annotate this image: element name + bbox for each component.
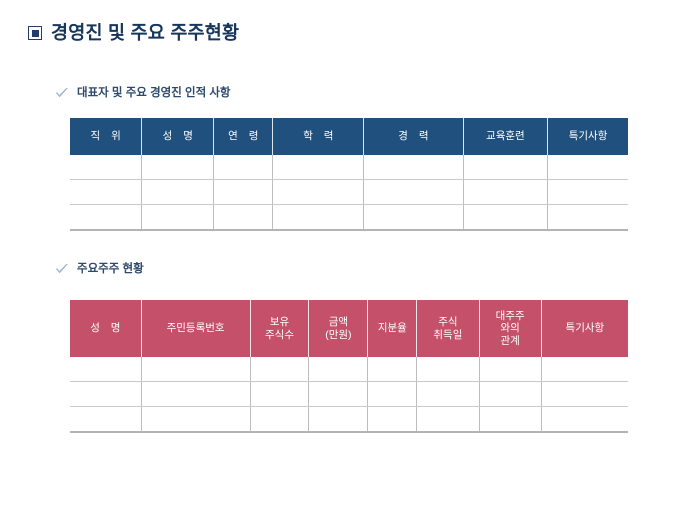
square-bullet-icon [28, 26, 42, 41]
check-icon [55, 263, 68, 274]
table-cell[interactable] [70, 179, 142, 205]
table-cell[interactable] [478, 406, 542, 433]
table-cell[interactable] [547, 179, 628, 205]
table-cell[interactable] [140, 406, 251, 433]
executives-table-wrap: 직 위 성 명 연 령 학 력 경 력 교육훈련 특기사항 [70, 118, 628, 231]
table-cell[interactable] [141, 155, 214, 180]
table-cell[interactable] [249, 357, 309, 382]
section-heading-executives: 대표자 및 주요 경영진 인적 사항 [54, 86, 231, 101]
table-cell[interactable] [367, 406, 417, 433]
table-cell[interactable] [70, 406, 142, 433]
shareholders-table-wrap: 성 명 주민등록번호 보유 주식수 금액 (만원) 지분율 주식 취득일 대주주 [70, 300, 628, 433]
page-title-text: 경영진 및 주요 주주현황 [51, 22, 240, 43]
table-cell[interactable] [363, 204, 464, 231]
executives-table: 직 위 성 명 연 령 학 력 경 력 교육훈련 특기사항 [70, 118, 628, 231]
table-cell[interactable] [416, 381, 479, 407]
table-cell[interactable] [540, 406, 628, 433]
column-header: 주민등록번호 [140, 300, 251, 357]
table-cell[interactable] [462, 204, 548, 231]
column-header: 대주주 와의 관계 [478, 300, 542, 357]
table-cell[interactable] [367, 381, 417, 407]
column-header: 특기사항 [547, 118, 628, 155]
table-cell[interactable] [462, 155, 548, 180]
table-cell[interactable] [308, 357, 368, 382]
table-cell[interactable] [213, 204, 273, 231]
table-cell[interactable] [70, 155, 142, 180]
table-cell[interactable] [70, 381, 142, 407]
table-cell[interactable] [140, 357, 251, 382]
table-cell[interactable] [478, 357, 542, 382]
table-cell[interactable] [249, 406, 309, 433]
column-header: 주식 취득일 [416, 300, 479, 357]
column-header: 직 위 [70, 118, 142, 155]
table-cell[interactable] [141, 204, 214, 231]
table-row[interactable] [70, 155, 628, 180]
column-header: 특기사항 [540, 300, 628, 357]
table-cell[interactable] [416, 406, 479, 433]
table-cell[interactable] [140, 381, 251, 407]
check-icon [55, 87, 68, 98]
table-cell[interactable] [70, 204, 142, 231]
table-cell[interactable] [272, 204, 364, 231]
table-header-row: 직 위 성 명 연 령 학 력 경 력 교육훈련 특기사항 [70, 118, 628, 155]
column-header: 금액 (만원) [308, 300, 368, 357]
section-label-executives: 대표자 및 주요 경영진 인적 사항 [77, 86, 231, 99]
table-cell[interactable] [363, 155, 464, 180]
column-header: 연 령 [213, 118, 273, 155]
table-cell[interactable] [540, 357, 628, 382]
table-header-row: 성 명 주민등록번호 보유 주식수 금액 (만원) 지분율 주식 취득일 대주주 [70, 300, 628, 357]
table-cell[interactable] [272, 179, 364, 205]
table-cell[interactable] [547, 204, 628, 231]
column-header: 교육훈련 [462, 118, 548, 155]
table-cell[interactable] [141, 179, 214, 205]
column-header: 성 명 [70, 300, 142, 357]
table-row[interactable] [70, 357, 628, 382]
table-cell[interactable] [308, 381, 368, 407]
table-cell[interactable] [249, 381, 309, 407]
table-cell[interactable] [308, 406, 368, 433]
shareholders-table: 성 명 주민등록번호 보유 주식수 금액 (만원) 지분율 주식 취득일 대주주 [70, 300, 628, 433]
table-row[interactable] [70, 381, 628, 407]
column-header: 학 력 [272, 118, 364, 155]
table-row[interactable] [70, 406, 628, 433]
column-header: 성 명 [141, 118, 214, 155]
table-cell[interactable] [363, 179, 464, 205]
table-cell[interactable] [213, 179, 273, 205]
table-cell[interactable] [367, 357, 417, 382]
table-cell[interactable] [416, 357, 479, 382]
column-header: 지분율 [367, 300, 417, 357]
table-cell[interactable] [547, 155, 628, 180]
table-cell[interactable] [540, 381, 628, 407]
section-label-shareholders: 주요주주 현황 [77, 262, 144, 275]
table-cell[interactable] [462, 179, 548, 205]
section-heading-shareholders: 주요주주 현황 [54, 262, 144, 277]
column-header: 보유 주식수 [249, 300, 309, 357]
table-cell[interactable] [478, 381, 542, 407]
page-title: 경영진 및 주요 주주현황 [28, 22, 240, 43]
table-cell[interactable] [70, 357, 142, 382]
table-cell[interactable] [213, 155, 273, 180]
table-row[interactable] [70, 179, 628, 205]
column-header: 경 력 [363, 118, 464, 155]
table-cell[interactable] [272, 155, 364, 180]
table-row[interactable] [70, 204, 628, 231]
